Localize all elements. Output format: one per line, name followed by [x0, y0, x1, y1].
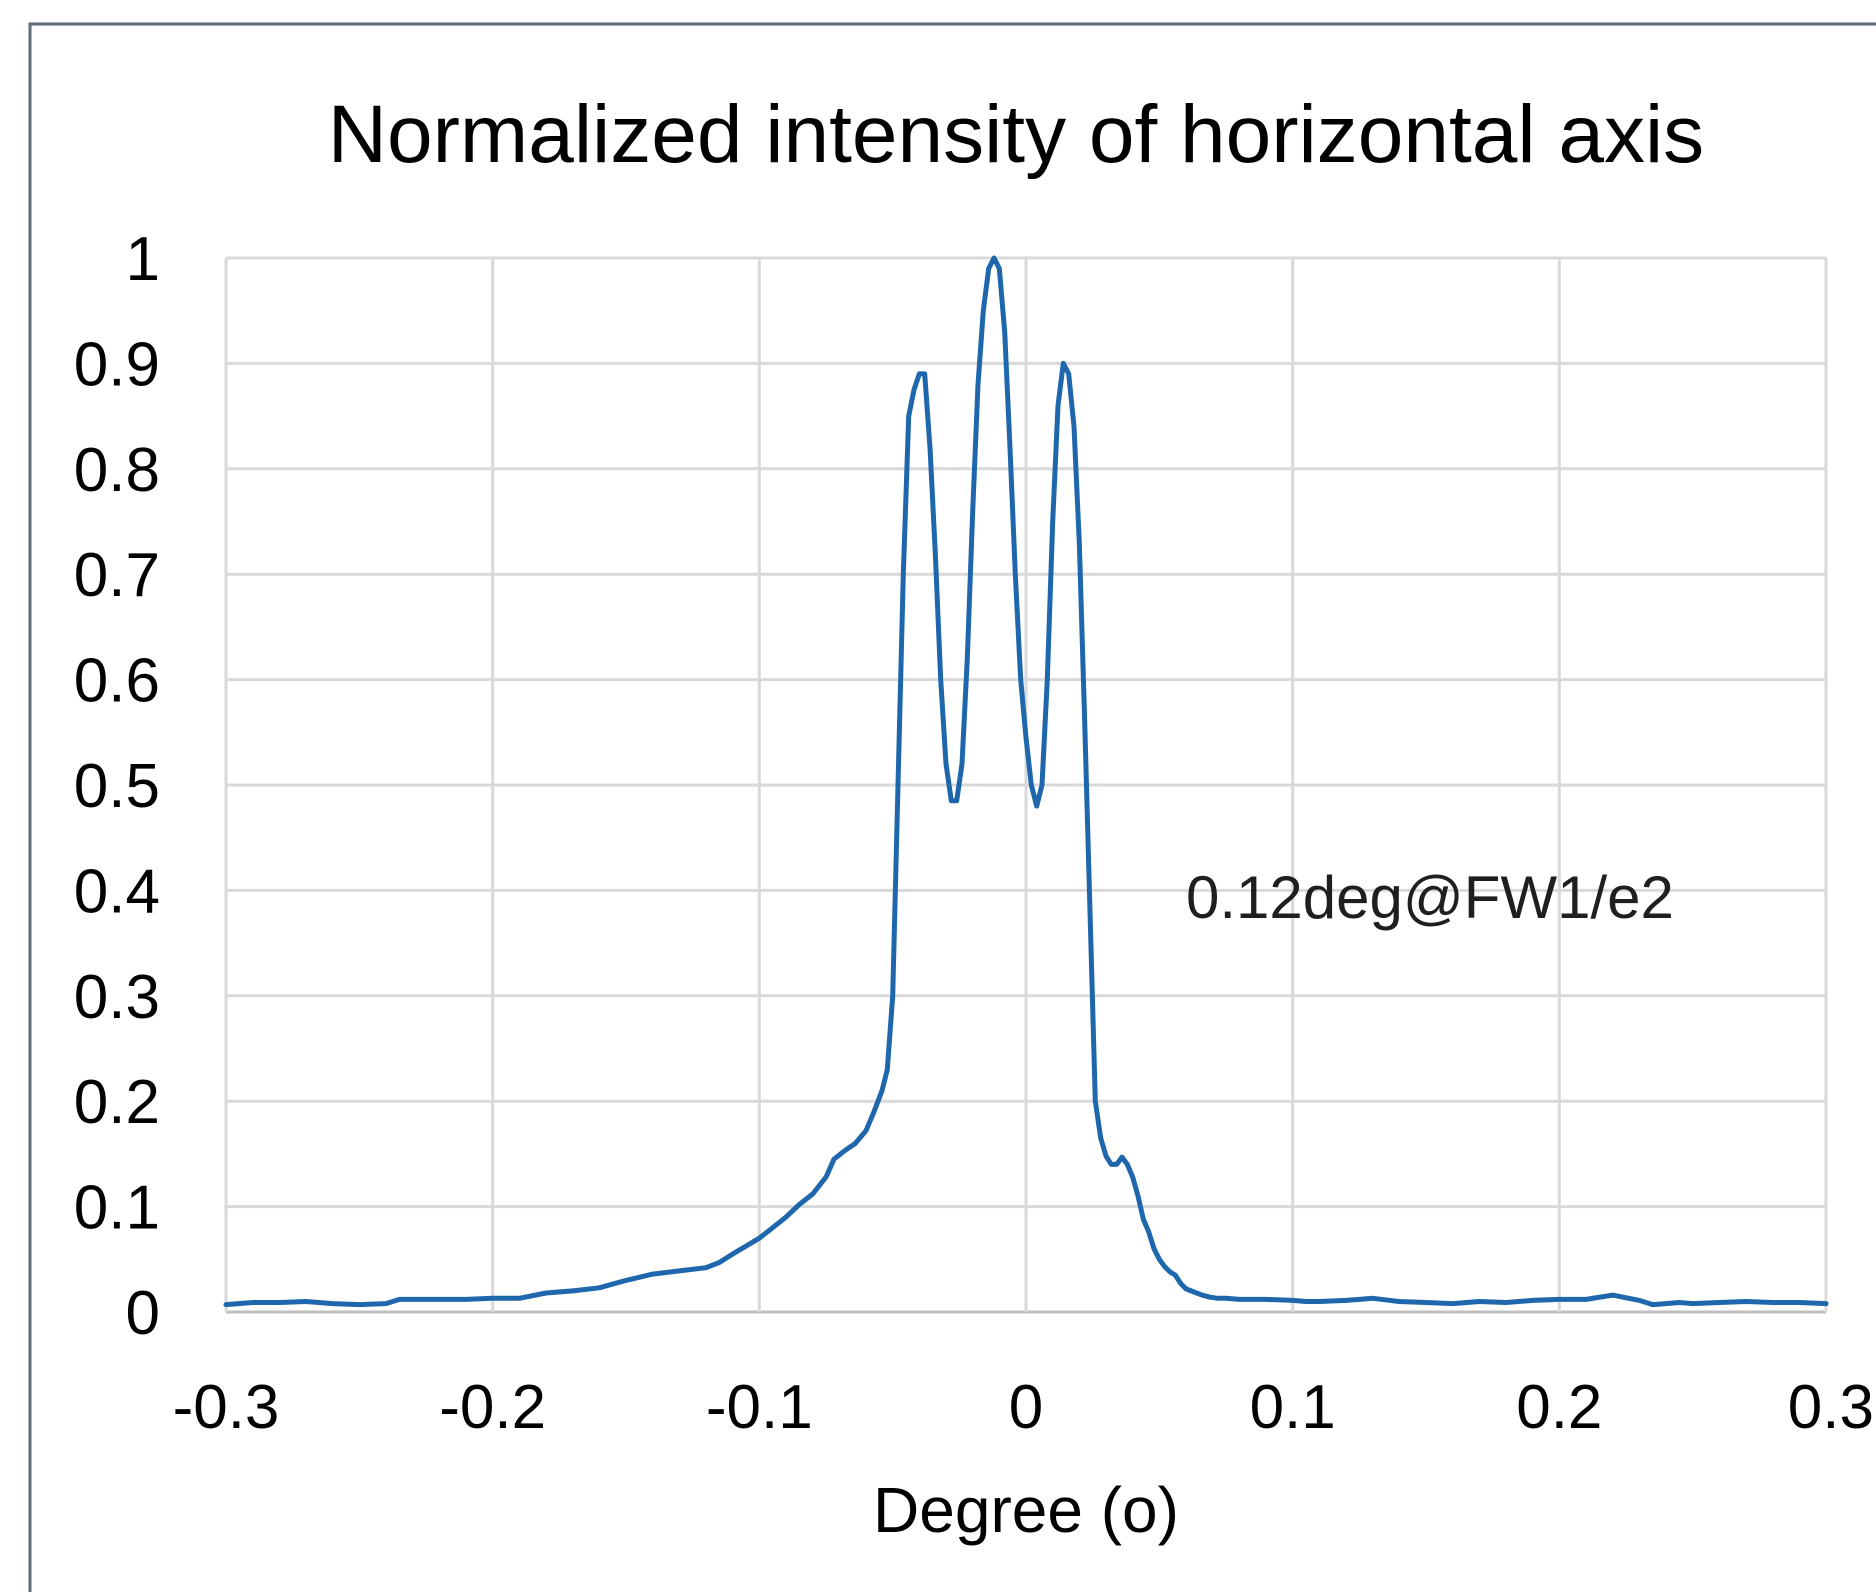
x-tick-labels: -0.3 -0.2 -0.1 0 0.1 0.2 0.3: [173, 1373, 1874, 1442]
chart-frame: [28, 22, 1876, 1592]
x-tick-label: 0: [1009, 1373, 1043, 1442]
grid: [224, 256, 1828, 1314]
annotation-label: 0.12deg@FW1/e2: [1186, 864, 1674, 931]
x-axis-label: Degree (o): [873, 1474, 1179, 1546]
x-tick-label: -0.3: [173, 1373, 280, 1442]
x-tick-label: 0.2: [1516, 1373, 1602, 1442]
y-tick-label: 1: [126, 225, 160, 294]
plot-area: -0.3 -0.2 -0.1 0 0.1 0.2 0.3 00.10.20.30.40.50…: [74, 225, 1874, 1442]
series-line: [223, 255, 1829, 1308]
x-tick-label: 0.1: [1250, 1373, 1336, 1442]
y-tick-label: 0.8: [74, 436, 160, 505]
y-tick-label: 0: [126, 1279, 160, 1348]
y-tick-label: 0.3: [74, 963, 160, 1032]
series-group: [223, 255, 1829, 1308]
x-tick-label: -0.1: [706, 1373, 813, 1442]
y-tick-label: 0.4: [74, 857, 160, 926]
y-tick-label: 0.9: [74, 330, 160, 399]
y-tick-labels: 0 0.1 0.2 0.3 0.4 0.5 0.6 0.7 0.8 0.9 1: [74, 225, 160, 1348]
y-tick-label: 0.6: [74, 647, 160, 716]
chart-title: Normalized intensity of horizontal axis: [328, 89, 1704, 180]
y-tick-label: 0.5: [74, 752, 160, 821]
y-tick-label: 0.7: [74, 541, 160, 610]
x-tick-label: -0.2: [439, 1373, 546, 1442]
y-tick-label: 0.1: [74, 1174, 160, 1243]
x-tick-label: 0.3: [1788, 1373, 1874, 1442]
y-tick-label: 0.2: [74, 1068, 160, 1137]
